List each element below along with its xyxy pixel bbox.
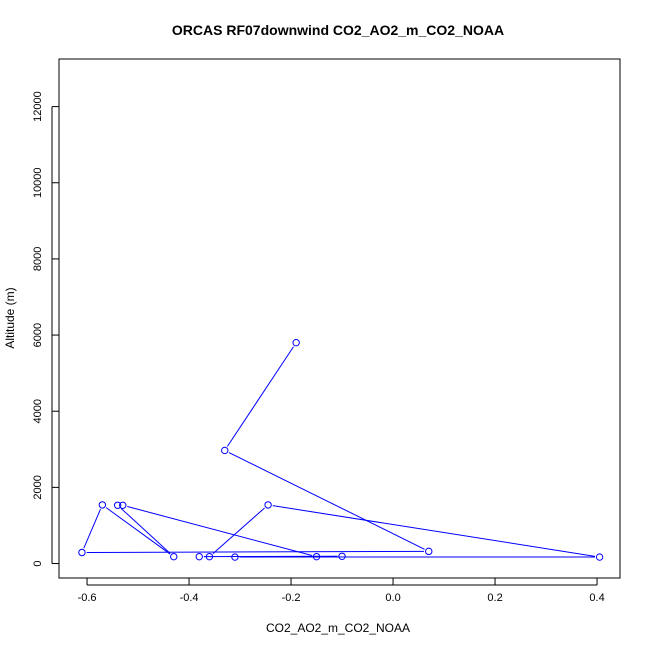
series-layer xyxy=(78,338,604,561)
x-tick-label: 0.2 xyxy=(487,592,502,604)
plot-frame xyxy=(58,58,621,579)
y-tick-label: 4000 xyxy=(32,399,44,423)
data-point xyxy=(113,501,122,509)
x-tick-label: -0.6 xyxy=(78,592,97,604)
data-point xyxy=(231,553,239,561)
series-segment xyxy=(105,507,171,555)
series-segment xyxy=(120,508,171,554)
series-segment xyxy=(212,507,265,554)
chart-title: ORCAS RF07downwind CO2_AO2_m_CO2_NOAA xyxy=(172,22,504,38)
data-point xyxy=(221,446,229,455)
data-point xyxy=(338,552,346,560)
series-segment xyxy=(272,505,596,557)
y-tick-label: 10000 xyxy=(32,167,44,198)
data-point xyxy=(98,501,107,509)
data-point xyxy=(312,552,321,561)
series-segment xyxy=(86,550,425,553)
series-segment xyxy=(226,346,294,447)
x-tick-label: 0.0 xyxy=(385,592,400,604)
data-point xyxy=(119,501,127,509)
y-axis: 0 2000 4000 6000 8000 10000 12000 xyxy=(32,91,59,567)
y-tick-label: 6000 xyxy=(32,323,44,347)
series-segment xyxy=(83,509,101,549)
x-tick-label: -0.2 xyxy=(282,592,301,604)
x-tick-label: -0.4 xyxy=(180,592,199,604)
x-axis: -0.6 -0.4 -0.2 0.0 0.2 0.4 xyxy=(78,578,605,604)
data-point xyxy=(264,501,272,509)
y-tick-label: 12000 xyxy=(32,91,44,122)
data-point xyxy=(170,552,178,561)
y-axis-label: Altitude (m) xyxy=(3,287,17,348)
y-tick-label: 8000 xyxy=(32,247,44,271)
series-segment xyxy=(127,505,313,556)
x-axis-label: CO2_AO2_m_CO2_NOAA xyxy=(266,621,410,635)
data-point xyxy=(205,552,214,561)
data-point xyxy=(425,547,433,556)
series-segment xyxy=(228,452,425,550)
data-point xyxy=(595,553,604,561)
x-tick-label: 0.4 xyxy=(589,592,604,604)
data-point xyxy=(195,552,203,561)
y-tick-label: 2000 xyxy=(32,475,44,499)
data-point xyxy=(292,338,300,347)
y-tick-label: 0 xyxy=(32,560,44,566)
data-point xyxy=(78,548,86,557)
